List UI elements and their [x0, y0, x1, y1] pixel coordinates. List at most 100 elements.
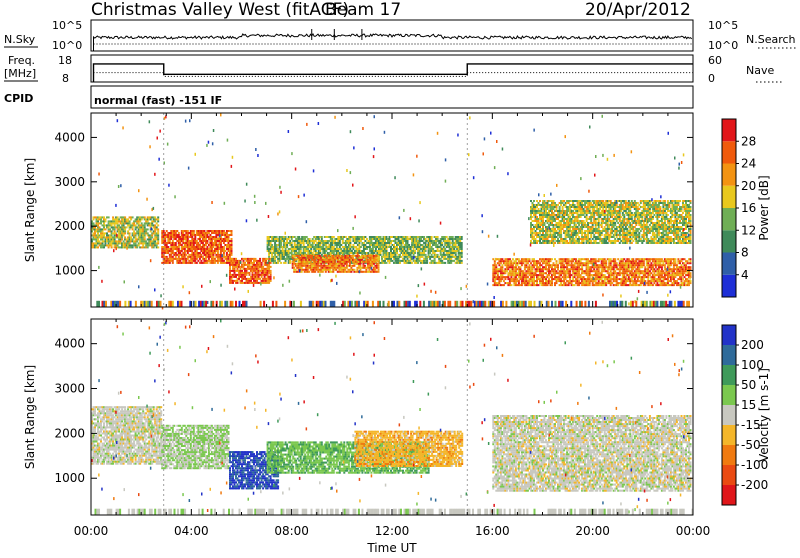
power-cell — [132, 226, 134, 228]
power-cell — [635, 282, 637, 284]
power-cell — [674, 260, 676, 262]
power-cell — [355, 242, 357, 244]
power-cell — [187, 230, 189, 232]
power-cell — [226, 252, 228, 254]
power-cell — [193, 244, 195, 246]
power-cell — [187, 258, 189, 260]
power-cell — [157, 234, 159, 236]
power-cell — [386, 248, 388, 250]
power-cell — [598, 260, 600, 262]
power-cell — [144, 236, 146, 238]
power-cell — [362, 263, 364, 265]
power-cell — [223, 260, 225, 262]
power-cell — [610, 276, 612, 278]
power-cell — [237, 280, 239, 282]
power-cell — [510, 260, 512, 262]
power-cell — [136, 246, 138, 248]
station-title: Christmas Valley West (fitACF) — [91, 0, 349, 20]
power-cell — [568, 258, 570, 260]
power-cell — [304, 252, 306, 254]
power-cell — [461, 252, 463, 254]
power-cell — [191, 236, 193, 238]
power-cell — [178, 248, 180, 250]
power-cell — [408, 244, 410, 246]
power-cell — [535, 230, 537, 232]
power-cell — [395, 254, 397, 256]
power-cell — [123, 224, 125, 226]
power-cell — [398, 238, 400, 240]
power-cell — [203, 246, 205, 248]
power-cell — [438, 256, 440, 258]
power-cell — [200, 254, 202, 256]
power-cell — [614, 260, 616, 262]
power-cell — [538, 276, 540, 278]
power-cell — [335, 269, 337, 271]
date-label: 20/Apr/2012 — [585, 0, 691, 20]
power-cell — [458, 250, 460, 252]
power-cell — [494, 262, 496, 264]
power-cell — [592, 282, 594, 284]
power-cell — [452, 240, 454, 242]
power-cell — [307, 269, 309, 271]
power-cell — [453, 248, 455, 250]
power-cell — [205, 258, 207, 260]
power-cell — [323, 259, 325, 261]
power-cell — [157, 216, 159, 218]
power-cell — [554, 258, 556, 260]
power-cell — [178, 232, 180, 234]
power-cell — [441, 242, 443, 244]
power-cell — [175, 242, 177, 244]
power-cell — [256, 280, 258, 282]
power-cell — [547, 284, 549, 286]
cpid-label: CPID — [4, 92, 33, 105]
power-cell — [150, 230, 152, 232]
power-cell — [346, 267, 348, 269]
power-cell — [157, 228, 159, 230]
power-cell — [349, 263, 351, 265]
power-cell — [325, 250, 327, 252]
power-cell — [310, 250, 312, 252]
power-cell — [426, 258, 428, 260]
power-cell — [404, 258, 406, 260]
power-cell — [129, 228, 131, 230]
power-cell — [172, 260, 174, 262]
power-cell — [102, 242, 104, 244]
power-cell — [425, 242, 427, 244]
power-cell — [557, 264, 559, 266]
power-cell — [497, 272, 499, 274]
power-cell — [124, 228, 126, 230]
power-cell — [223, 248, 225, 250]
power-cell — [97, 246, 99, 248]
power-cell — [569, 276, 571, 278]
power-cell — [333, 246, 335, 248]
power-cell — [324, 252, 326, 254]
power-cell — [136, 240, 138, 242]
power-cell — [231, 250, 233, 252]
power-cell — [274, 242, 276, 244]
power-cell — [563, 264, 565, 266]
power-cell — [303, 244, 305, 246]
power-cell — [653, 268, 655, 270]
power-cell — [202, 256, 204, 258]
power-cell — [461, 238, 463, 240]
freq-label-2: [MHz] — [4, 67, 36, 80]
power-cell — [425, 248, 427, 250]
power-cell — [262, 266, 264, 268]
power-cell — [321, 236, 323, 238]
power-cell — [336, 246, 338, 248]
power-cell — [521, 264, 523, 266]
power-cell — [423, 236, 425, 238]
power-cell — [191, 262, 193, 264]
power-cell — [267, 274, 269, 276]
power-cell — [690, 266, 692, 268]
power-cell — [130, 236, 132, 238]
power-cell — [652, 284, 654, 286]
power-cell — [268, 264, 270, 266]
power-cell — [647, 278, 649, 280]
power-cell — [495, 264, 497, 266]
power-cell — [589, 276, 591, 278]
power-cell — [105, 242, 107, 244]
power-cell — [434, 258, 436, 260]
power-cell — [404, 248, 406, 250]
power-cell — [223, 254, 225, 256]
